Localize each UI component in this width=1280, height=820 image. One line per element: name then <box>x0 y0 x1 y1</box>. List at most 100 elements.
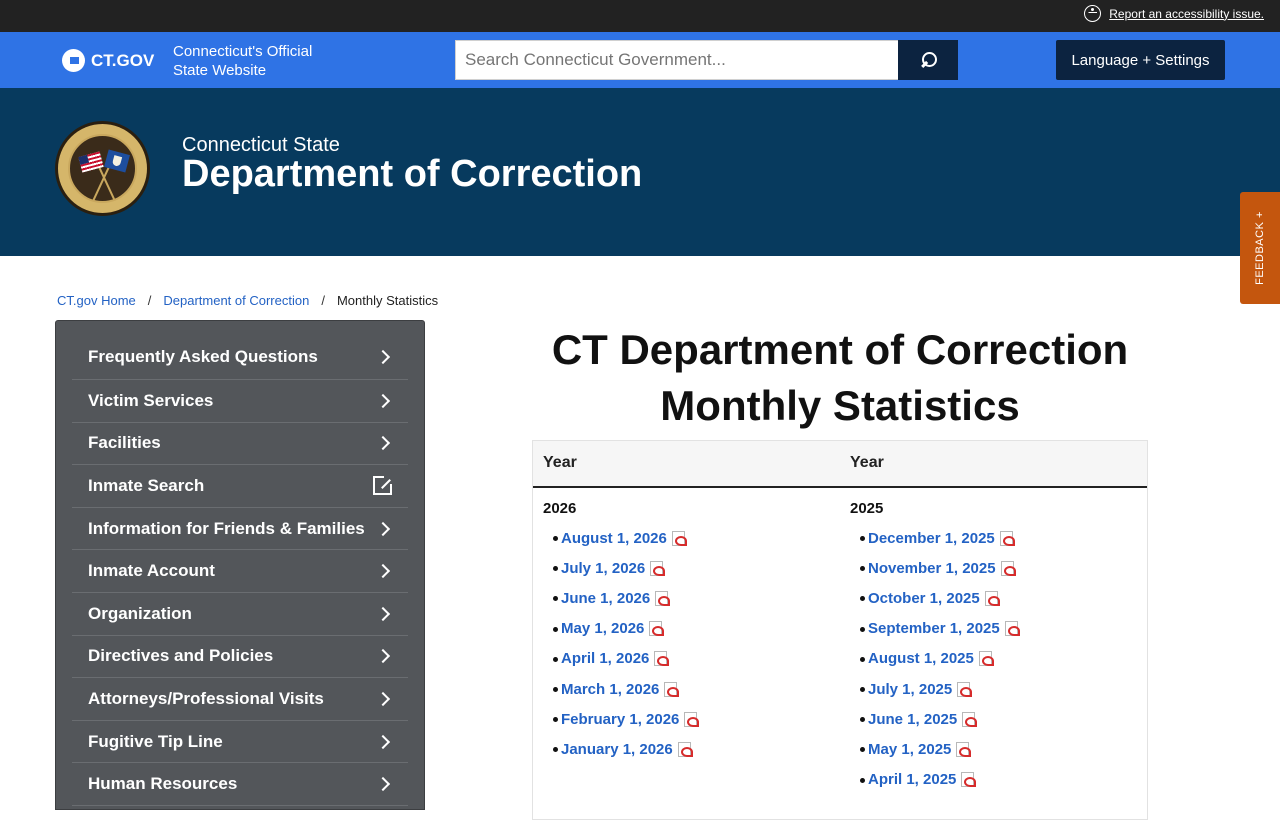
sidebar-item-label: Frequently Asked Questions <box>88 347 318 366</box>
report-link[interactable]: June 1, 2025 <box>868 710 958 728</box>
list-item: October 1, 2025 <box>850 583 1137 613</box>
list-item: May 1, 2025 <box>850 734 1137 764</box>
pdf-icon <box>684 711 700 727</box>
agency-title[interactable]: Department of Correction <box>182 153 643 195</box>
pdf-icon <box>671 530 687 546</box>
sidebar-item-inmate-search[interactable]: Inmate Search <box>72 465 408 508</box>
pdf-icon <box>650 560 666 576</box>
sidebar-item-friends-families[interactable]: Information for Friends & Families <box>72 508 408 551</box>
report-link[interactable]: November 1, 2025 <box>868 559 996 577</box>
breadcrumb-agency-link[interactable]: Department of Correction <box>163 293 310 308</box>
language-settings-button[interactable]: Language + Settings <box>1056 40 1225 80</box>
search-input[interactable] <box>455 40 898 80</box>
chevron-right-icon <box>375 691 391 707</box>
report-link[interactable]: February 1, 2026 <box>561 710 680 728</box>
report-link[interactable]: August 1, 2025 <box>868 650 974 668</box>
report-link[interactable]: June 1, 2026 <box>561 589 651 607</box>
pdf-icon <box>655 590 671 606</box>
agency-subtitle: Connecticut State <box>182 134 340 156</box>
list-item: June 1, 2026 <box>543 583 830 613</box>
breadcrumb-separator: / <box>321 293 325 308</box>
global-header: CT.GOV Connecticut's Official State Webs… <box>0 32 1280 88</box>
monthly-statistics-table: Year Year 2026 August 1, 2026 July 1, 20… <box>532 440 1148 820</box>
pdf-icon <box>984 590 1000 606</box>
pdf-icon <box>962 711 978 727</box>
chevron-right-icon <box>375 606 391 621</box>
report-link[interactable]: July 1, 2025 <box>868 680 953 698</box>
pdf-icon <box>1000 560 1016 576</box>
external-link-icon <box>373 474 394 496</box>
ctgov-logo[interactable]: CT.GOV <box>62 49 154 72</box>
report-link[interactable]: May 1, 2026 <box>561 620 645 638</box>
report-link[interactable]: August 1, 2026 <box>561 529 667 547</box>
column-header: Year <box>543 454 577 471</box>
sidebar-item-inmate-account[interactable]: Inmate Account <box>72 550 408 593</box>
sidebar-item-label: Attorneys/Professional Visits <box>88 688 324 708</box>
report-link[interactable]: October 1, 2025 <box>868 589 980 607</box>
sidebar-item-faq[interactable]: Frequently Asked Questions <box>72 321 408 380</box>
chevron-right-icon <box>375 564 391 579</box>
sidebar-item-fugitive-tip-line[interactable]: Fugitive Tip Line <box>72 721 408 764</box>
pdf-icon <box>1004 621 1020 637</box>
list-item: February 1, 2026 <box>543 704 830 734</box>
sidebar-item-facilities[interactable]: Facilities <box>72 423 408 466</box>
sidebar-nav: Frequently Asked Questions Victim Servic… <box>55 320 425 810</box>
chevron-right-icon <box>375 436 391 451</box>
list-item: March 1, 2026 <box>543 674 830 704</box>
sidebar-item-organization[interactable]: Organization <box>72 593 408 636</box>
chevron-right-icon <box>375 734 391 749</box>
year-column-2026: 2026 August 1, 2026 July 1, 2026 June 1,… <box>533 488 840 807</box>
ctgov-logo-text[interactable]: CT.GOV <box>91 50 155 70</box>
utility-bar: Report an accessibility issue. <box>0 0 1280 32</box>
breadcrumb-separator: / <box>147 293 152 308</box>
sidebar-item-label: Directives and Policies <box>88 646 274 666</box>
feedback-label: FEEDBACK + <box>1254 211 1266 285</box>
report-link[interactable]: March 1, 2026 <box>561 680 660 698</box>
sidebar-item-directives-policies[interactable]: Directives and Policies <box>72 636 408 679</box>
seal-inner <box>68 134 137 203</box>
pdf-icon <box>649 621 665 637</box>
report-link[interactable]: July 1, 2026 <box>561 559 646 577</box>
report-link[interactable]: September 1, 2025 <box>868 620 1000 638</box>
pdf-icon <box>957 681 973 697</box>
pdf-icon <box>664 681 680 697</box>
list-item: August 1, 2025 <box>850 644 1137 674</box>
feedback-tab[interactable]: FEEDBACK + <box>1240 192 1280 304</box>
sidebar-item-label: Facilities <box>88 433 161 453</box>
sidebar-item-attorneys-visits[interactable]: Attorneys/Professional Visits <box>72 678 408 721</box>
pdf-icon <box>978 651 994 667</box>
department-seal-logo[interactable] <box>55 121 150 216</box>
pdf-icon <box>999 530 1015 546</box>
sidebar-item-label: Organization <box>88 603 192 623</box>
search-button[interactable] <box>898 40 958 80</box>
search-icon <box>920 51 937 69</box>
report-link[interactable]: January 1, 2026 <box>561 740 673 758</box>
sidebar-item-label: Fugitive Tip Line <box>88 731 223 751</box>
site-tagline: Connecticut's Official State Website <box>173 43 313 79</box>
report-link[interactable]: December 1, 2025 <box>868 529 995 547</box>
table-body: 2026 August 1, 2026 July 1, 2026 June 1,… <box>533 488 1147 807</box>
pdf-icon <box>677 741 693 757</box>
ct-logo-icon <box>62 49 85 72</box>
year-heading: 2026 <box>543 500 577 517</box>
list-item: August 1, 2026 <box>543 523 830 553</box>
list-item: January 1, 2026 <box>543 734 830 764</box>
report-link[interactable]: April 1, 2026 <box>561 650 650 668</box>
sidebar-item-label: Information for Friends & Families <box>88 518 365 538</box>
sidebar-item-label: Victim Services <box>88 390 214 410</box>
sidebar-item-label: Inmate Account <box>88 561 215 581</box>
list-item: April 1, 2025 <box>850 765 1137 795</box>
sidebar-item-label: Human Resources <box>88 774 238 794</box>
list-item: November 1, 2025 <box>850 553 1137 583</box>
sidebar-item-victim-services[interactable]: Victim Services <box>72 380 408 423</box>
report-link[interactable]: April 1, 2025 <box>868 771 957 789</box>
list-item: June 1, 2025 <box>850 704 1137 734</box>
accessibility-link-label[interactable]: Report an accessibility issue. <box>1109 6 1264 21</box>
report-link[interactable]: May 1, 2025 <box>868 740 952 758</box>
year-column-2025: 2025 December 1, 2025 November 1, 2025 O… <box>840 488 1147 807</box>
page-title: CT Department of Correction Monthly Stat… <box>551 326 1129 429</box>
column-header: Year <box>850 454 884 471</box>
breadcrumb-home-link[interactable]: CT.gov Home <box>57 293 136 308</box>
list-item: July 1, 2026 <box>543 553 830 583</box>
accessibility-report-link[interactable]: Report an accessibility issue. <box>1084 5 1264 22</box>
